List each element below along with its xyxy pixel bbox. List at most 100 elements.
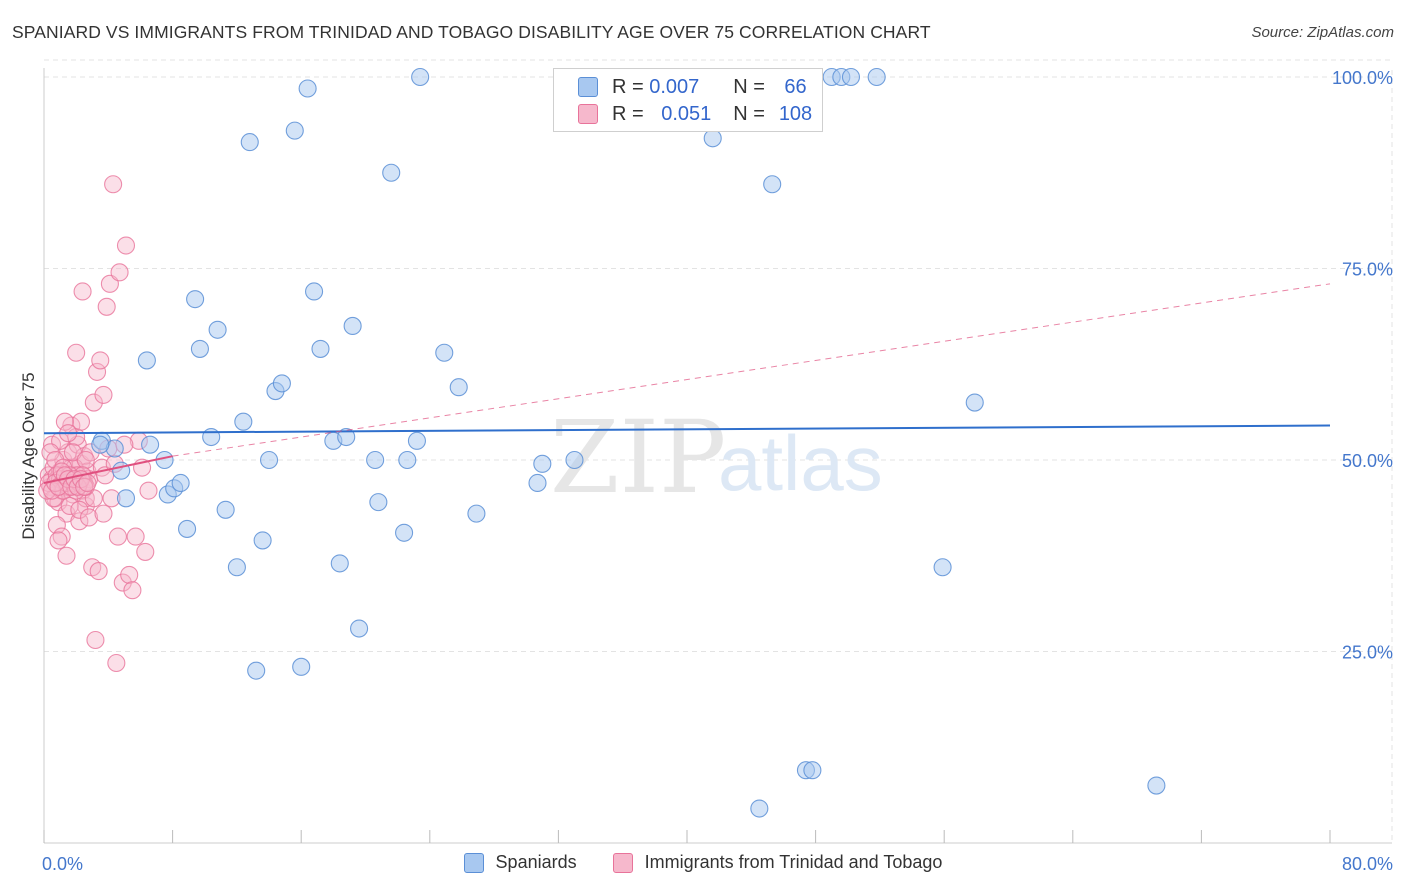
data-point-spaniards — [186, 290, 205, 309]
data-point-trinidad — [120, 565, 139, 584]
data-point-spaniards — [350, 619, 369, 638]
y-tick-label: 25.0% — [1342, 643, 1393, 663]
data-point-spaniards — [528, 473, 547, 493]
data-point-trinidad — [78, 473, 97, 493]
data-point-trinidad — [110, 263, 129, 282]
data-point-spaniards — [227, 558, 246, 577]
data-point-trinidad — [116, 236, 136, 255]
legend-row-trinidad: R = 0.051 N = 108 — [578, 102, 821, 126]
data-point-spaniards — [330, 554, 349, 573]
data-point-trinidad — [57, 546, 76, 565]
trend-line-spaniards — [43, 424, 1331, 435]
data-point-trinidad — [104, 175, 123, 194]
legend-n-label: N = — [733, 75, 765, 98]
data-point-spaniards — [867, 67, 886, 87]
legend-item-trinidad[interactable]: Immigrants from Trinidad and Tobago — [612, 852, 942, 873]
legend-r-value: 0.051 — [661, 102, 712, 125]
data-point-spaniards — [298, 79, 317, 98]
grid-lines — [44, 59, 1393, 843]
legend-n-label: N = — [733, 102, 765, 125]
data-point-trinidad — [136, 542, 155, 561]
data-point-spaniards — [247, 661, 266, 680]
data-point-spaniards — [202, 427, 221, 447]
data-point-spaniards — [216, 500, 235, 519]
data-point-spaniards — [763, 175, 782, 194]
legend-r-label: R = — [612, 75, 644, 98]
data-point-trinidad — [94, 385, 113, 404]
legend-r-value: 0.007 — [649, 75, 700, 98]
data-point-trinidad — [87, 362, 107, 381]
data-point-trinidad — [49, 531, 68, 550]
legend-swatch-trinidad — [612, 852, 633, 873]
data-point-trinidad — [67, 343, 86, 362]
data-point-spaniards — [395, 523, 414, 542]
legend-n-value: 108 — [778, 102, 813, 125]
legend-label-spaniards: Spaniards — [495, 852, 577, 872]
data-point-spaniards — [965, 393, 984, 412]
data-point-spaniards — [750, 799, 769, 818]
y-tick-label: 75.0% — [1342, 260, 1393, 280]
data-point-spaniards — [253, 531, 272, 550]
data-point-spaniards — [1147, 776, 1166, 795]
data-point-spaniards — [171, 473, 190, 493]
data-point-trinidad — [89, 562, 108, 581]
legend-swatch-pink — [578, 104, 598, 124]
data-point-spaniards — [565, 450, 584, 470]
data-point-trinidad — [97, 297, 116, 316]
data-point-spaniards — [449, 378, 468, 397]
data-point-trinidad — [139, 481, 158, 500]
tick-labels: 25.0% 50.0% 75.0% 100.0% 0.0% 80.0% — [42, 68, 1393, 874]
data-point-trinidad — [84, 393, 103, 412]
data-point-spaniards — [272, 374, 291, 393]
data-point-spaniards — [240, 133, 259, 152]
data-point-spaniards — [285, 121, 304, 140]
trend-line-trinidad-extended — [172, 283, 1331, 457]
data-point-spaniards — [366, 450, 385, 470]
watermark: ZIP atlas — [550, 399, 883, 516]
x-tick-label: 80.0% — [1342, 854, 1393, 874]
y-tick-label: 50.0% — [1342, 451, 1393, 471]
data-point-trinidad — [91, 351, 110, 370]
y-axis-title: Disability Age Over 75 — [19, 372, 38, 539]
data-point-spaniards — [703, 129, 722, 148]
series-legend: Spaniards Immigrants from Trinidad and T… — [0, 852, 1406, 873]
data-point-spaniards — [467, 504, 486, 523]
data-point-trinidad — [113, 573, 132, 592]
data-point-trinidad — [126, 527, 145, 546]
data-point-trinidad — [49, 477, 68, 496]
trend-line-trinidad — [43, 455, 173, 484]
legend-item-spaniards[interactable]: Spaniards — [463, 852, 577, 873]
data-point-spaniards — [178, 519, 197, 538]
data-point-spaniards — [234, 412, 253, 431]
data-point-spaniards — [343, 316, 362, 336]
data-point-spaniards — [137, 351, 156, 370]
data-point-trinidad — [79, 508, 99, 527]
data-point-trinidad — [108, 527, 127, 546]
data-point-trinidad — [73, 282, 92, 301]
legend-row-spaniards: R = 0.007 N = 66 — [578, 75, 821, 99]
data-point-trinidad — [60, 496, 79, 516]
data-point-spaniards — [398, 450, 417, 470]
data-point-trinidad — [76, 450, 95, 470]
data-point-spaniards — [190, 339, 209, 358]
data-point-trinidad — [94, 504, 113, 523]
y-tick-label: 100.0% — [1332, 68, 1393, 88]
legend-swatch-spaniards — [463, 852, 484, 873]
chart-title: SPANIARD VS IMMIGRANTS FROM TRINIDAD AND… — [12, 22, 931, 42]
legend-r-label: R = — [612, 102, 644, 125]
data-point-spaniards — [933, 558, 952, 577]
data-point-spaniards — [91, 435, 110, 454]
trend-lines — [43, 283, 1331, 484]
data-point-spaniards — [841, 67, 861, 87]
data-point-spaniards — [305, 282, 324, 301]
data-point-spaniards — [407, 431, 426, 450]
data-point-trinidad — [71, 412, 91, 431]
data-point-spaniards — [533, 454, 552, 473]
data-point-spaniards — [292, 657, 311, 676]
data-point-spaniards — [411, 67, 430, 87]
data-point-spaniards — [259, 450, 279, 470]
legend-n-value: 66 — [784, 75, 807, 98]
series-spaniards-points — [91, 67, 1166, 818]
data-point-trinidad — [47, 516, 66, 535]
